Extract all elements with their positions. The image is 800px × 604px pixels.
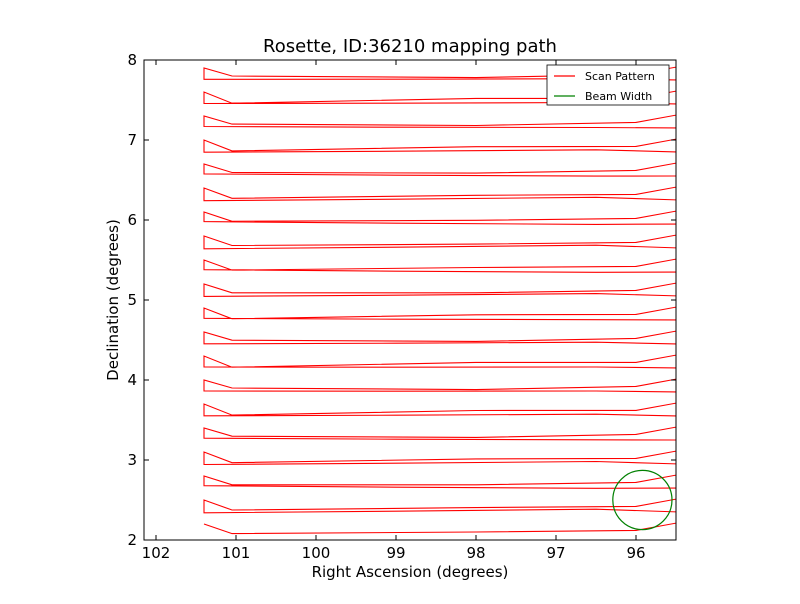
beam-width-series	[612, 469, 673, 531]
x-axis: 102 101 100 99 98 97 96	[142, 60, 646, 562]
x-tick-label: 98	[466, 544, 485, 562]
y-tick-label: 7	[127, 131, 137, 149]
beam-width-circle	[612, 469, 673, 531]
x-tick-label: 102	[142, 544, 171, 562]
legend: Scan Pattern Beam Width	[546, 64, 670, 106]
y-tick-label: 8	[127, 51, 137, 69]
y-tick-label: 3	[127, 451, 137, 469]
chart-title: Rosette, ID:36210 mapping path	[263, 36, 557, 57]
legend-label-scan-pattern: Scan Pattern	[585, 70, 655, 83]
y-axis: 2 3 4 5 6 7 8	[127, 51, 676, 549]
plot-area	[143, 59, 677, 541]
y-tick-label: 6	[127, 211, 137, 229]
y-tick-label: 5	[127, 291, 137, 309]
x-tick-label: 100	[302, 544, 331, 562]
x-tick-label: 96	[626, 544, 645, 562]
x-tick-label: 97	[546, 544, 565, 562]
plot-frame	[143, 59, 677, 541]
legend-box	[546, 64, 670, 106]
scan-pattern-line	[203, 66, 676, 535]
y-tick-label: 4	[127, 371, 137, 389]
scan-pattern-series	[203, 66, 676, 535]
legend-label-beam-width: Beam Width	[585, 90, 652, 103]
y-tick-label: 2	[127, 531, 137, 549]
x-tick-label: 101	[222, 544, 251, 562]
x-tick-label: 99	[386, 544, 405, 562]
x-axis-label: Right Ascension (degrees)	[312, 563, 509, 581]
y-axis-label: Declination (degrees)	[104, 219, 122, 381]
